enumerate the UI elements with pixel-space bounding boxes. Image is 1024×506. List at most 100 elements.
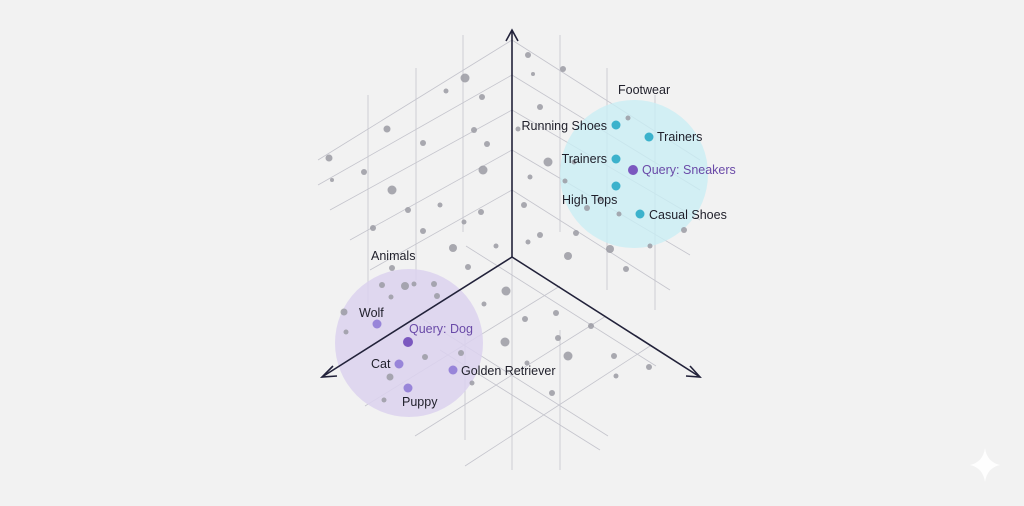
background-point bbox=[325, 154, 333, 162]
background-point bbox=[531, 72, 535, 76]
background-point bbox=[340, 308, 348, 316]
background-point bbox=[434, 293, 440, 299]
background-point bbox=[379, 282, 385, 288]
wolf-point bbox=[372, 319, 382, 329]
background-point bbox=[588, 323, 594, 329]
query-dog-label: Query: Dog bbox=[409, 322, 473, 336]
high-tops-point bbox=[611, 181, 621, 191]
background-point bbox=[386, 373, 394, 381]
background-point bbox=[449, 244, 457, 252]
query-sneakers-point bbox=[628, 165, 638, 175]
background-point bbox=[562, 178, 568, 184]
left-axis-arrow-icon bbox=[319, 365, 338, 378]
background-point bbox=[361, 169, 367, 175]
footwear-cluster: Footwear Running Shoes Trainers Trainers… bbox=[522, 83, 736, 222]
background-point bbox=[555, 335, 561, 341]
background-point bbox=[469, 380, 475, 386]
background-point bbox=[381, 397, 387, 403]
right-axis bbox=[511, 256, 701, 378]
wolf-label: Wolf bbox=[359, 306, 384, 320]
vertical-axis-arrow-icon bbox=[505, 28, 519, 42]
background-point bbox=[389, 265, 395, 271]
background-point bbox=[537, 232, 543, 238]
background-point bbox=[388, 294, 394, 300]
background-point bbox=[465, 264, 471, 270]
grid-line-diagonal bbox=[317, 39, 513, 161]
background-point bbox=[420, 228, 426, 234]
background-point bbox=[484, 141, 490, 147]
background-point bbox=[437, 202, 443, 208]
trainers-label-1: Trainers bbox=[657, 130, 702, 144]
background-point bbox=[597, 196, 603, 202]
background-point bbox=[422, 354, 428, 360]
background-point bbox=[573, 230, 579, 236]
background-point bbox=[471, 127, 477, 133]
trainers-label-2: Trainers bbox=[562, 152, 607, 166]
axes bbox=[319, 28, 702, 378]
background-point bbox=[537, 104, 543, 110]
background-point bbox=[563, 351, 573, 361]
background-point bbox=[543, 157, 553, 167]
background-point bbox=[330, 178, 334, 182]
background-point bbox=[460, 73, 470, 83]
running-shoes-label: Running Shoes bbox=[522, 119, 607, 133]
golden-retriever-label: Golden Retriever bbox=[461, 364, 556, 378]
grid-line-diagonal bbox=[349, 149, 513, 241]
background-point bbox=[370, 225, 376, 231]
background-point bbox=[623, 266, 629, 272]
background-point bbox=[493, 243, 499, 249]
background-point bbox=[564, 252, 572, 260]
grid-line-diagonal bbox=[511, 189, 671, 291]
grid-line-lattice bbox=[465, 245, 657, 367]
puppy-point bbox=[403, 383, 413, 393]
background-point bbox=[343, 329, 349, 335]
grid-line-diagonal bbox=[317, 74, 513, 186]
background-point bbox=[522, 316, 528, 322]
animals-cluster-title: Animals bbox=[371, 249, 415, 263]
background-point bbox=[387, 185, 397, 195]
grid-line-lattice bbox=[464, 345, 651, 467]
background-point bbox=[405, 207, 411, 213]
puppy-label: Puppy bbox=[402, 395, 438, 409]
background-point bbox=[478, 165, 488, 175]
running-shoes-point bbox=[611, 120, 621, 130]
background-point bbox=[443, 88, 449, 94]
background-point bbox=[560, 66, 566, 72]
background-point bbox=[527, 174, 533, 180]
background-point bbox=[681, 227, 687, 233]
sparkle-icon bbox=[970, 448, 1000, 482]
background-point bbox=[525, 239, 531, 245]
background-point bbox=[647, 243, 653, 249]
grid-line-diagonal bbox=[369, 189, 513, 271]
background-point bbox=[420, 140, 426, 146]
background-point bbox=[478, 209, 484, 215]
background-point bbox=[521, 202, 527, 208]
background-point bbox=[411, 281, 417, 287]
background-point bbox=[524, 360, 530, 366]
background-point bbox=[479, 94, 485, 100]
background-point bbox=[611, 353, 617, 359]
query-sneakers-label: Query: Sneakers bbox=[642, 163, 736, 177]
background-point bbox=[646, 364, 652, 370]
query-dog-point bbox=[403, 337, 413, 347]
grid-line-lattice bbox=[414, 315, 607, 437]
background-point bbox=[501, 286, 511, 296]
background-point bbox=[525, 52, 531, 58]
background-point bbox=[461, 219, 467, 225]
background-point bbox=[431, 281, 437, 287]
background-point bbox=[616, 211, 622, 217]
background-point bbox=[383, 125, 391, 133]
background-point bbox=[584, 205, 590, 211]
trainers-point-2 bbox=[611, 154, 621, 164]
background-point bbox=[401, 282, 409, 290]
golden-retriever-point bbox=[448, 365, 458, 375]
left-axis bbox=[321, 256, 513, 378]
background-point bbox=[458, 350, 464, 356]
background-points bbox=[325, 52, 687, 403]
background-point bbox=[500, 337, 510, 347]
cat-point bbox=[394, 359, 404, 369]
trainers-point-1 bbox=[644, 132, 654, 142]
casual-shoes-label: Casual Shoes bbox=[649, 208, 727, 222]
background-point bbox=[606, 245, 614, 253]
